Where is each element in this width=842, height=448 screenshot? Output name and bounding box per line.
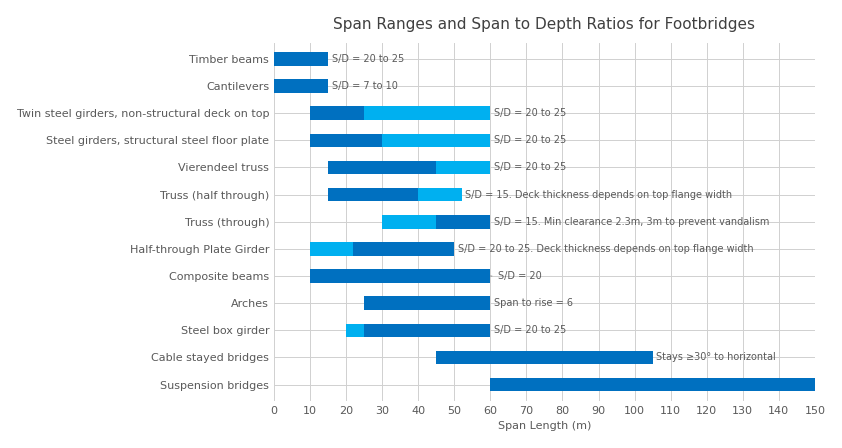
Bar <box>418 188 461 201</box>
Text: S/D = 20 to 25: S/D = 20 to 25 <box>494 163 566 172</box>
Bar <box>490 378 815 392</box>
Bar <box>310 134 382 147</box>
Text: S/D = 15. Min clearance 2.3m, 3m to prevent vandalism: S/D = 15. Min clearance 2.3m, 3m to prev… <box>494 217 770 227</box>
Bar <box>436 351 653 364</box>
Bar <box>328 188 418 201</box>
Text: Span to rise = 6: Span to rise = 6 <box>494 298 573 308</box>
Bar <box>354 242 455 256</box>
Bar <box>310 106 364 120</box>
Bar <box>436 161 490 174</box>
Text: S/D = 20 to 25: S/D = 20 to 25 <box>494 108 566 118</box>
Text: S/D = 7 to 10: S/D = 7 to 10 <box>332 81 397 91</box>
Bar <box>274 79 328 93</box>
Bar <box>364 323 490 337</box>
Bar <box>310 269 490 283</box>
Bar <box>328 161 436 174</box>
Text: S/D = 15. Deck thickness depends on top flange width: S/D = 15. Deck thickness depends on top … <box>465 190 733 200</box>
Text: S/D = 20 to 25: S/D = 20 to 25 <box>332 54 404 64</box>
Text: Stays ≥30° to horizontal: Stays ≥30° to horizontal <box>656 353 776 362</box>
Bar <box>382 215 436 228</box>
Bar <box>364 106 490 120</box>
Text: S/D = 20 to 25. Deck thickness depends on top flange width: S/D = 20 to 25. Deck thickness depends o… <box>458 244 754 254</box>
Bar <box>274 52 328 65</box>
Text: S/D = 20 to 25: S/D = 20 to 25 <box>494 135 566 145</box>
Bar <box>382 134 490 147</box>
Title: Span Ranges and Span to Depth Ratios for Footbridges: Span Ranges and Span to Depth Ratios for… <box>333 17 755 32</box>
Bar <box>310 242 354 256</box>
Bar <box>346 323 364 337</box>
X-axis label: Span Length (m): Span Length (m) <box>498 421 591 431</box>
Bar <box>436 215 490 228</box>
Text: S/D = 20: S/D = 20 <box>490 271 541 281</box>
Text: S/D = 20 to 25: S/D = 20 to 25 <box>494 325 566 336</box>
Bar <box>364 297 490 310</box>
